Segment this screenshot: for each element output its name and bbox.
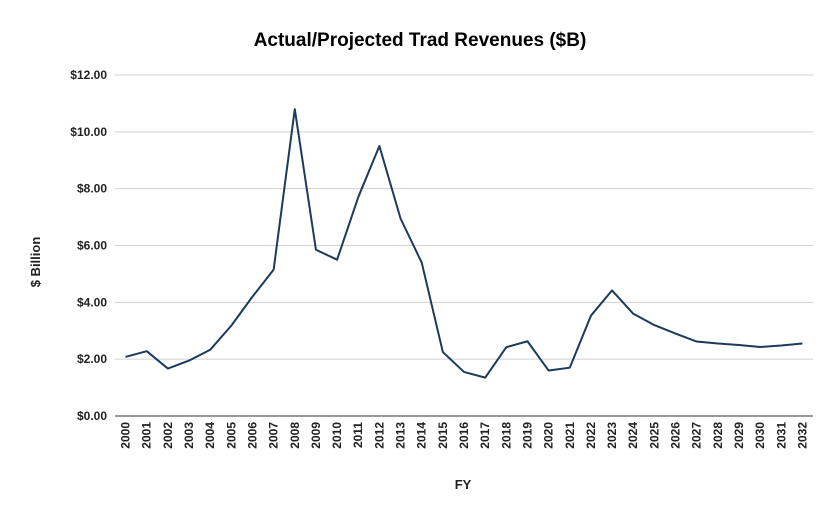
x-tick-label: 2010 xyxy=(330,422,344,449)
x-tick-label: 2017 xyxy=(478,422,492,449)
x-tick-label: 2018 xyxy=(499,422,513,449)
y-tick-label: $12.00 xyxy=(70,68,107,82)
x-tick-label: 2013 xyxy=(394,422,408,449)
y-tick-label: $2.00 xyxy=(77,352,107,366)
x-tick-label: 2030 xyxy=(753,422,767,449)
y-tick-label: $4.00 xyxy=(77,295,107,309)
y-tick-label: $8.00 xyxy=(77,182,107,196)
x-tick-label: 2004 xyxy=(203,422,217,449)
x-tick-label: 2019 xyxy=(520,422,534,449)
x-tick-label: 2015 xyxy=(436,422,450,449)
y-axis-ticks: $0.00 $2.00 $4.00 $6.00 $8.00 $10.00 $12.00 xyxy=(70,68,107,423)
x-tick-label: 2011 xyxy=(351,422,365,448)
x-tick-label: 2022 xyxy=(584,422,598,449)
x-tick-label: 2027 xyxy=(690,422,704,449)
x-tick-label: 2021 xyxy=(563,422,577,449)
x-tick-label: 2028 xyxy=(711,422,725,449)
x-tick-label: 2026 xyxy=(669,422,683,449)
y-tick-label: $6.00 xyxy=(77,239,107,253)
x-tick-label: 2016 xyxy=(457,422,471,449)
x-tick-label: 2020 xyxy=(542,422,556,449)
x-tick-label: 2014 xyxy=(415,422,429,449)
x-tick-label: 2006 xyxy=(245,422,259,449)
chart-title: Actual/Projected Trad Revenues ($B) xyxy=(254,30,587,51)
x-axis-label: FY xyxy=(455,477,472,492)
x-tick-label: 2008 xyxy=(288,422,302,449)
y-axis-label: $ Billion xyxy=(28,237,43,288)
x-tick-label: 2032 xyxy=(795,422,809,449)
x-tick-label: 2002 xyxy=(161,422,175,449)
x-tick-label: 2025 xyxy=(647,422,661,449)
x-tick-label: 2005 xyxy=(224,422,238,449)
series-layer xyxy=(125,108,803,379)
x-tick-label: 2007 xyxy=(267,422,281,449)
gridlines xyxy=(115,74,813,417)
x-tick-label: 2003 xyxy=(182,422,196,449)
y-tick-label: $10.00 xyxy=(70,125,107,139)
x-tick-label: 2031 xyxy=(774,422,788,449)
series-line xyxy=(125,108,803,379)
x-axis-ticks: 2000 2001 2002 2003 2004 2005 2006 2007 2008 2009… xyxy=(119,422,810,449)
x-tick-label: 2024 xyxy=(626,422,640,449)
x-tick-label: 2012 xyxy=(372,422,386,449)
x-tick-label: 2001 xyxy=(140,422,154,449)
x-tick-label: 2029 xyxy=(732,422,746,449)
x-tick-label: 2000 xyxy=(119,422,133,449)
x-tick-label: 2023 xyxy=(605,422,619,449)
x-tick-label: 2009 xyxy=(309,422,323,449)
y-tick-label: $0.00 xyxy=(77,409,107,423)
